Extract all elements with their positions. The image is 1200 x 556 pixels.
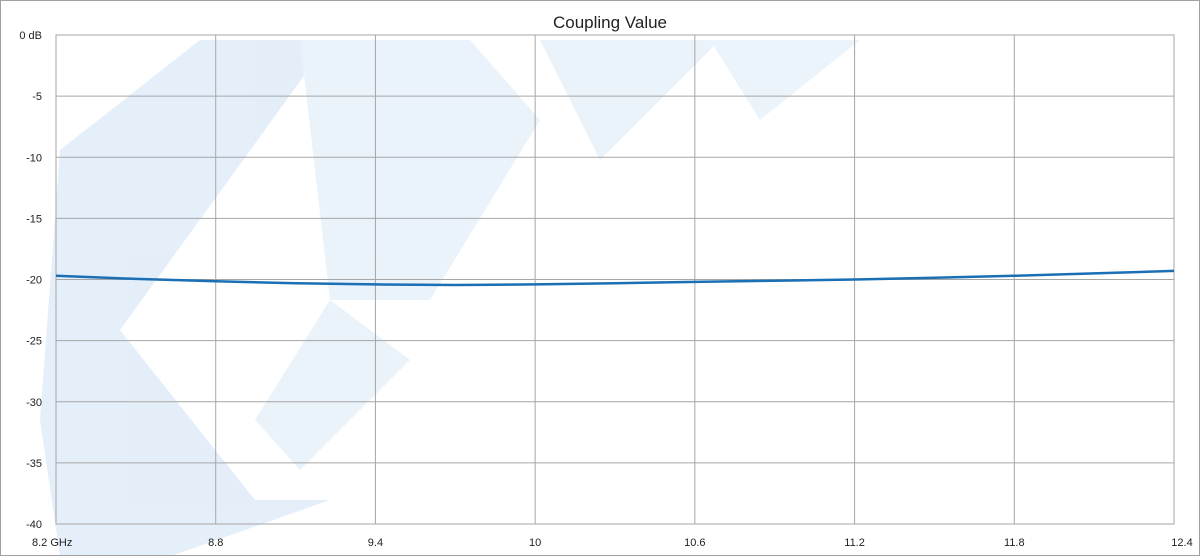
y-tick-label: -30	[26, 397, 42, 409]
y-tick-label: -15	[26, 213, 42, 225]
x-tick-label: 10.6	[684, 537, 705, 549]
watermark-logo	[40, 40, 860, 556]
x-tick-label: 10	[529, 537, 541, 549]
y-tick-label: -40	[26, 519, 42, 531]
x-tick-label: 8.8	[208, 537, 223, 549]
x-tick-label: 12.4	[1171, 537, 1192, 549]
series-line	[55, 269, 1175, 287]
y-tick-label: -5	[32, 91, 42, 103]
chart-title: Coupling Value	[553, 13, 667, 32]
x-tick-label: 8.2 GHz	[32, 537, 72, 549]
plot-area-border	[55, 34, 1175, 525]
x-axis-tick-labels: 8.2 GHz 8.8 9.4 10 10.6 11.2 11.8 12.4	[32, 537, 1193, 549]
x-tick-label: 11.2	[844, 537, 865, 549]
x-tick-label: 9.4	[368, 537, 383, 549]
y-axis-tick-labels: 0 dB -5 -10 -15 -20 -25 -30 -35 -40	[19, 30, 42, 531]
y-tick-label: -35	[26, 458, 42, 470]
plot-border	[55, 34, 1175, 525]
y-tick-label: -25	[26, 336, 42, 348]
y-tick-label: -10	[26, 152, 42, 164]
series-layer	[55, 269, 1175, 287]
y-tick-label: -20	[26, 275, 42, 287]
y-tick-label: 0 dB	[19, 30, 42, 42]
x-tick-label: 11.8	[1004, 537, 1025, 549]
